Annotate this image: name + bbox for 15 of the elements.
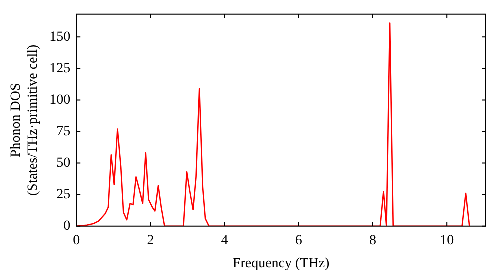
x-tick-label: 8 [370, 233, 376, 248]
y-axis-title: Phonon DOS (States/THz·primitive cell) [9, 44, 41, 196]
x-tick-label: 2 [147, 233, 154, 248]
y-tick-label: 150 [50, 30, 71, 45]
x-tick-label: 0 [73, 233, 80, 248]
y-tick-label: 25 [56, 188, 71, 203]
y-tick-label: 125 [50, 61, 71, 76]
y-tick-label: 50 [56, 156, 71, 171]
y-tick-label: 75 [56, 124, 71, 140]
y-tick-label: 0 [64, 219, 71, 234]
x-axis-title: Frequency (THz) [232, 256, 330, 272]
x-tick-label: 10 [440, 233, 454, 248]
y-tick-label: 100 [50, 92, 71, 108]
x-tick-label: 4 [221, 233, 228, 248]
x-tick-label: 6 [295, 233, 302, 248]
